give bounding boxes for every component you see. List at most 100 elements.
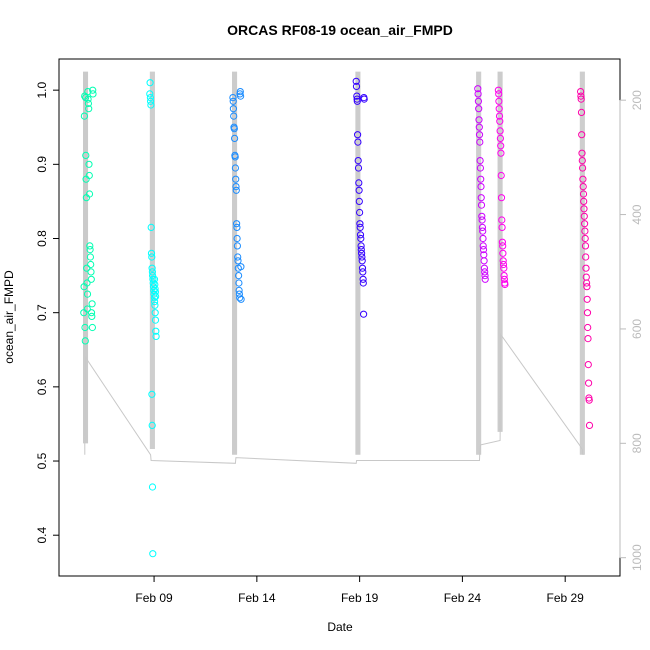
- data-point: [149, 272, 157, 280]
- data-point: [579, 190, 588, 198]
- data-point: [152, 292, 160, 300]
- data-point: [230, 112, 238, 120]
- data-point: [87, 309, 96, 317]
- data-point: [352, 82, 361, 91]
- data-point: [474, 90, 482, 98]
- data-point: [582, 253, 590, 261]
- data-point: [581, 220, 589, 228]
- data-point: [500, 264, 508, 272]
- data-point: [498, 216, 506, 224]
- data-point: [358, 257, 366, 265]
- data-point: [81, 337, 89, 345]
- data-point: [480, 257, 488, 265]
- data-point: [84, 99, 93, 108]
- data-point: [85, 171, 93, 180]
- data-point: [360, 310, 368, 318]
- data-point: [476, 138, 484, 146]
- data-point: [475, 123, 483, 131]
- y-tick-label: 0.7: [35, 304, 49, 321]
- data-point: [356, 231, 365, 239]
- x-tick-label: Feb 14: [238, 591, 276, 605]
- data-point: [83, 290, 92, 298]
- data-point: [479, 246, 488, 254]
- data-point: [151, 288, 159, 296]
- data-point: [354, 164, 363, 172]
- data-point: [148, 264, 156, 272]
- data-point: [86, 246, 94, 254]
- x-tick-label: Feb 24: [444, 591, 482, 605]
- data-point: [577, 88, 585, 96]
- chart-title: ORCAS RF08-19 ocean_air_FMPD: [227, 22, 453, 38]
- data-point: [481, 275, 489, 283]
- data-point: [235, 290, 243, 298]
- data-point: [234, 257, 242, 265]
- y-axis: 0.4 0.5 0.6 0.7 0.8 0.9 1.0: [35, 81, 59, 544]
- data-point: [496, 134, 504, 142]
- data-point: [233, 223, 241, 231]
- data-point: [232, 175, 240, 183]
- data-point: [147, 101, 155, 109]
- data-point: [584, 335, 592, 343]
- data-point: [497, 194, 506, 202]
- data-point: [86, 253, 95, 261]
- data-point: [354, 131, 362, 139]
- data-point: [477, 201, 486, 209]
- data-point: [357, 246, 365, 254]
- data-point: [89, 90, 97, 98]
- y2-axis: 200 400 600 800 1000: [619, 90, 644, 571]
- data-point: [89, 86, 97, 94]
- x-tick-label: Feb 29: [547, 591, 585, 605]
- data-point: [474, 85, 482, 93]
- data-point: [499, 260, 508, 269]
- data-point: [480, 264, 488, 272]
- data-point: [501, 280, 509, 289]
- y2-tick-label: 1000: [630, 544, 644, 571]
- data-point: [495, 97, 503, 105]
- data-point: [146, 94, 154, 102]
- data-point: [578, 149, 586, 157]
- data-point: [229, 94, 237, 102]
- data-point: [147, 97, 155, 105]
- data-point: [584, 323, 592, 332]
- y2-tick-label: 400: [630, 204, 644, 224]
- data-point: [235, 279, 243, 287]
- data-point: [359, 275, 367, 283]
- data-point: [232, 186, 240, 194]
- data-point: [152, 327, 160, 335]
- data-point: [495, 105, 503, 113]
- data-point: [152, 332, 160, 340]
- data-point: [148, 253, 156, 261]
- data-point: [495, 90, 503, 98]
- data-point: [356, 208, 364, 217]
- y-tick-label: 0.9: [35, 156, 49, 173]
- data-point: [578, 131, 586, 139]
- data-point: [149, 550, 157, 558]
- data-point: [148, 421, 156, 429]
- data-point: [478, 216, 486, 224]
- data-point: [481, 272, 489, 280]
- data-point: [475, 131, 484, 139]
- data-point: [232, 183, 240, 191]
- y-tick-label: 0.8: [35, 230, 49, 247]
- data-point: [354, 157, 362, 165]
- data-point: [151, 301, 159, 309]
- data-point: [476, 157, 484, 165]
- data-point: [85, 105, 93, 113]
- data-point: [359, 268, 367, 276]
- data-point: [357, 234, 365, 243]
- data-point: [151, 316, 160, 324]
- data-point: [577, 95, 585, 103]
- data-point: [84, 95, 92, 103]
- data-point: [148, 483, 157, 491]
- data-point: [151, 280, 159, 289]
- data-point: [81, 323, 89, 332]
- data-point: [233, 220, 241, 228]
- data-point: [352, 77, 360, 85]
- data-point: [229, 97, 237, 105]
- data-point: [581, 234, 589, 243]
- data-point: [353, 97, 361, 105]
- y2-tick-label: 600: [630, 319, 644, 339]
- data-point: [478, 223, 486, 231]
- data-point: [148, 268, 156, 276]
- data-point: [583, 309, 592, 317]
